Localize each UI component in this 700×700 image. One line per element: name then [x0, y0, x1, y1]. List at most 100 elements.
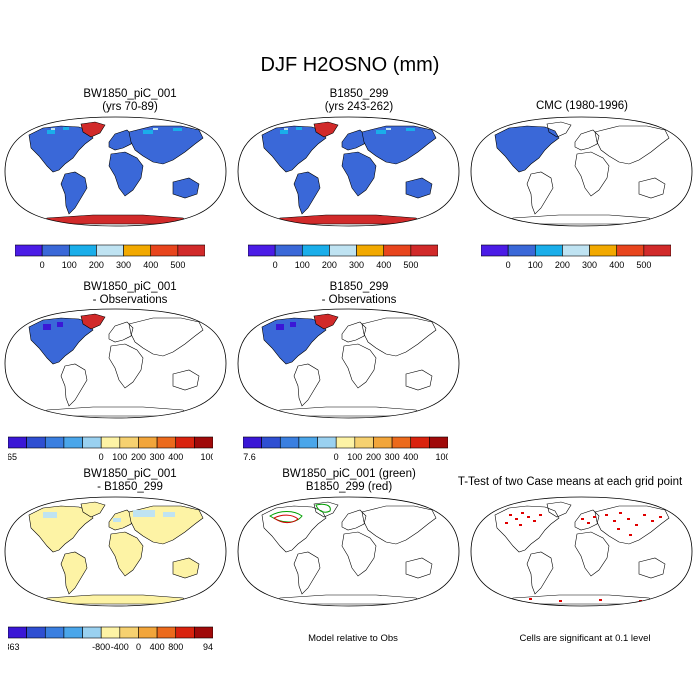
colorbar-swatch — [26, 626, 46, 639]
colorbar-label: 10000 — [435, 452, 448, 462]
colorbar-swatch — [589, 244, 618, 257]
colorbar-swatch — [96, 244, 124, 257]
colorbar-swatch — [261, 436, 281, 449]
map-case2 — [237, 116, 460, 227]
note-contour: Model relative to Obs — [308, 633, 398, 644]
colorbar-swatch — [429, 436, 448, 449]
colorbar-swatch — [243, 436, 262, 449]
colorbar-swatch — [507, 244, 536, 257]
colorbar-obs: 0 100 200 300 400 500 — [481, 244, 671, 270]
colorbar-label: 200 — [131, 452, 146, 462]
colorbar-swatch — [298, 436, 318, 449]
colorbar-swatch — [301, 244, 330, 257]
colorbar-label: 100 — [62, 260, 77, 270]
colorbar-swatch — [481, 244, 509, 257]
colorbar-swatch — [119, 436, 139, 449]
colorbar-label: 500 — [170, 260, 185, 270]
colorbar-swatch — [562, 244, 590, 257]
colorbar-swatch — [68, 244, 97, 257]
colorbar-label: 300 — [116, 260, 131, 270]
colorbar-label: -365 — [8, 452, 17, 462]
colorbar-label: 300 — [349, 260, 364, 270]
colorbar-swatch — [44, 626, 65, 639]
colorbar-swatch — [616, 244, 645, 257]
colorbar-label: 100 — [528, 260, 543, 270]
map-contour — [237, 496, 460, 607]
colorbar-swatch — [156, 626, 177, 639]
colorbar-swatch — [8, 436, 27, 449]
panel-title-ttest: T-Test of two Case means at each grid po… — [457, 476, 683, 488]
colorbar-swatch — [138, 626, 158, 639]
colorbar-label: 300 — [582, 260, 597, 270]
colorbar-label: 100 — [112, 452, 127, 462]
map-case2-obs — [237, 308, 460, 419]
colorbar-label: -400 — [111, 642, 129, 652]
colorbar-label: 0 — [506, 260, 511, 270]
colorbar-label: 500 — [403, 260, 418, 270]
colorbar-swatch — [356, 244, 385, 257]
map-ttest — [470, 496, 693, 607]
colorbar-swatch — [15, 244, 43, 257]
colorbar-swatch — [194, 436, 213, 449]
colorbar-swatch — [175, 626, 195, 639]
panel-title-case2: B1850_299 (yrs 243-262) — [324, 88, 394, 113]
colorbar-swatch — [354, 436, 374, 449]
colorbar-label: 100 — [347, 452, 362, 462]
colorbar-swatch — [156, 436, 177, 449]
colorbar-label: -800 — [92, 642, 110, 652]
colorbar-swatch — [8, 626, 27, 639]
colorbar-swatch — [643, 244, 671, 257]
map-case1 — [4, 116, 227, 227]
panel-title-case1-obs: BW1850_piC_001- Observations — [83, 281, 177, 306]
colorbar-swatch — [44, 436, 65, 449]
colorbar-swatch — [150, 244, 179, 257]
colorbar-swatch — [82, 626, 102, 639]
colorbar-swatch — [100, 626, 121, 639]
colorbar-label: 200 — [322, 260, 337, 270]
colorbar-label: -347.6 — [243, 452, 256, 462]
colorbar-swatch — [26, 436, 46, 449]
colorbar-label: 400 — [150, 642, 165, 652]
colorbar-label: 10000 — [200, 452, 213, 462]
colorbar-label: 300 — [385, 452, 400, 462]
colorbar-swatch — [123, 244, 152, 257]
note-ttest: Cells are significant at 0.1 level — [519, 633, 651, 644]
map-obs — [470, 116, 693, 227]
colorbar-label: 400 — [609, 260, 624, 270]
colorbar-label: -9863 — [8, 642, 20, 652]
colorbar-label: 0 — [334, 452, 339, 462]
colorbar-swatch — [335, 436, 356, 449]
colorbar-label: 400 — [168, 452, 183, 462]
colorbar-swatch — [177, 244, 205, 257]
colorbar-label: 0 — [136, 642, 141, 652]
colorbar-label: 0 — [40, 260, 45, 270]
colorbar-case1: 0 100 200 300 400 500 — [15, 244, 205, 270]
colorbar-swatch — [373, 436, 393, 449]
colorbar-label: 200 — [89, 260, 104, 270]
colorbar-swatch — [279, 436, 300, 449]
panel-title-case1: BW1850_piC_001 (yrs 70-89) — [83, 88, 177, 113]
colorbar-swatch — [100, 436, 121, 449]
main-title: DJF H2OSNO (mm) — [260, 54, 440, 76]
colorbar-label: 200 — [555, 260, 570, 270]
colorbar-swatch — [410, 436, 430, 449]
colorbar-label: 400 — [376, 260, 391, 270]
colorbar-label: 9447 — [203, 642, 213, 652]
colorbar-swatch — [391, 436, 412, 449]
colorbar-swatch — [63, 436, 83, 449]
colorbar-label: 200 — [366, 452, 381, 462]
colorbar-case2: 0 100 200 300 400 500 — [248, 244, 438, 270]
map-case1-obs — [4, 308, 227, 419]
colorbar-swatch — [383, 244, 412, 257]
colorbar-swatch — [175, 436, 195, 449]
colorbar-label: 300 — [150, 452, 165, 462]
colorbar-swatch — [119, 626, 139, 639]
panel-title-obs: CMC (1980-1996) — [535, 100, 629, 112]
colorbar-swatch — [41, 244, 70, 257]
panel-title-contour: BW1850_piC_001 (green) B1850_299 (red) — [282, 468, 416, 493]
colorbar-label: 800 — [168, 642, 183, 652]
colorbar-swatch — [329, 244, 357, 257]
